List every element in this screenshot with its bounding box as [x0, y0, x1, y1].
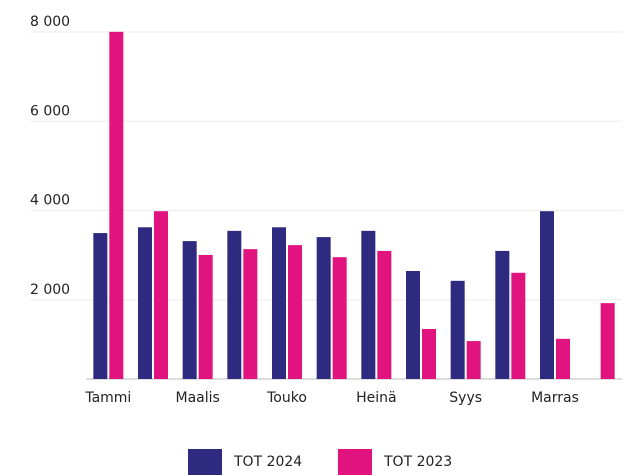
bar: [495, 250, 510, 379]
x-tick-label: Heinä: [356, 390, 396, 406]
legend-swatch: [188, 449, 222, 475]
bar: [406, 271, 420, 379]
legend-label: TOT 2023: [383, 454, 452, 470]
y-tick-label: 6 000: [30, 103, 70, 119]
bar: [422, 329, 436, 379]
legend-label: TOT 2024: [233, 454, 302, 470]
bar: [272, 227, 286, 379]
legend-swatch: [338, 449, 372, 475]
y-tick-label: 8 000: [30, 14, 70, 30]
bar: [466, 341, 481, 379]
bar: [600, 303, 615, 379]
bar: [198, 254, 213, 379]
x-tick-label: Syys: [449, 390, 482, 406]
bar: [361, 230, 376, 379]
bar: [138, 227, 152, 379]
x-tick-label: Maalis: [176, 390, 220, 406]
bar: [93, 233, 108, 379]
bar: [227, 230, 242, 379]
bar: [243, 249, 258, 379]
bar: [540, 211, 554, 379]
bar: [109, 31, 124, 379]
x-tick-label: Tammi: [84, 390, 131, 406]
x-tick-label: Touko: [266, 390, 307, 406]
bar: [377, 250, 392, 379]
y-tick-label: 2 000: [30, 282, 70, 298]
x-tick-label: Marras: [531, 390, 579, 406]
bar: [182, 241, 197, 379]
bar: [511, 272, 526, 379]
bar: [288, 245, 302, 379]
y-tick-label: 4 000: [30, 193, 70, 209]
bar: [154, 211, 168, 379]
bar: [316, 237, 331, 379]
bar: [450, 280, 465, 379]
bar: [556, 338, 570, 379]
bar: [332, 257, 347, 379]
